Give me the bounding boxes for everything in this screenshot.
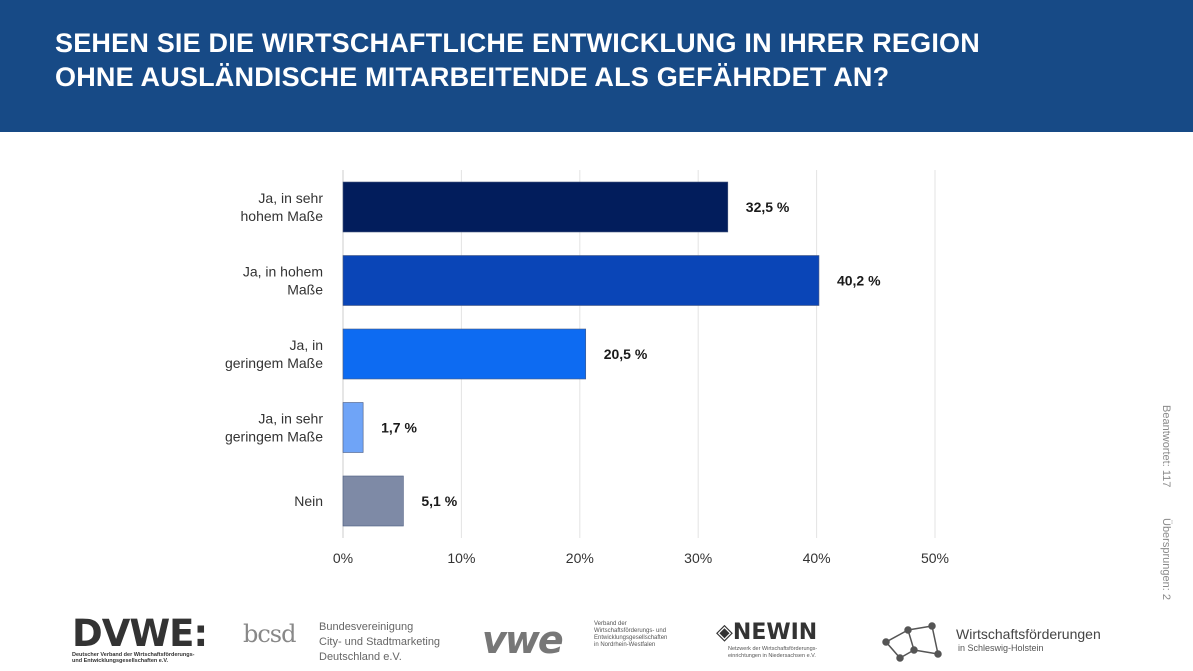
category-label-0-1: hohem Maße bbox=[241, 208, 324, 224]
category-label-3-0: Ja, in sehr bbox=[258, 411, 323, 427]
bcsd-line2: City- und Stadtmarketing bbox=[319, 636, 441, 648]
header-banner: SEHEN SIE DIE WIRTSCHAFTLICHE ENTWICKLUN… bbox=[0, 0, 1193, 132]
title-line-1: SEHEN SIE DIE WIRTSCHAFTLICHE ENTWICKLUN… bbox=[55, 28, 980, 58]
network-graph-icon bbox=[882, 622, 942, 662]
vwe-line2: Wirtschaftsförderungs- und bbox=[594, 628, 667, 634]
newin-logo: ◈NEWIN Netzwerk der Wirtschaftsförderung… bbox=[716, 620, 817, 660]
bcsd-logo-mark: bcsd bbox=[243, 620, 296, 648]
wsh-line2: in Schleswig-Holstein bbox=[958, 643, 1044, 653]
bar-2 bbox=[342, 328, 587, 380]
wsh-logo: Wirtschaftsförderungen in Schleswig-Hols… bbox=[880, 620, 1101, 671]
category-label-2-0: Ja, in bbox=[290, 337, 323, 353]
page-title: SEHEN SIE DIE WIRTSCHAFTLICHE ENTWICKLUN… bbox=[55, 26, 1155, 94]
dvwe-logo-line1: Deutscher Verband der Wirtschaftsförderu… bbox=[72, 652, 195, 658]
dvwe-logo: DVWE: Deutscher Verband der Wirtschaftsf… bbox=[72, 612, 208, 664]
vwe-line4: in Nordrhein-Westfalen bbox=[594, 642, 656, 648]
title-line-2: OHNE AUSLÄNDISCHE MITARBEITENDE ALS GEFÄ… bbox=[55, 62, 890, 92]
dvwe-logo-mark: DVWE: bbox=[72, 612, 208, 655]
bar-4 bbox=[342, 475, 404, 527]
x-tick-label-0: 0% bbox=[333, 550, 353, 566]
bar-1 bbox=[342, 255, 820, 306]
vwe-logo: vwe Verband der Wirtschaftsförderungs- u… bbox=[482, 618, 667, 662]
category-label-4-0: Nein bbox=[294, 493, 323, 509]
bar-0 bbox=[342, 181, 729, 233]
wsh-line1: Wirtschaftsförderungen bbox=[956, 626, 1101, 642]
newin-logo-mark: ◈NEWIN bbox=[716, 620, 818, 645]
answered-count: Beantwortet: 117 bbox=[1160, 405, 1172, 488]
x-tick-label-40: 40% bbox=[803, 550, 831, 566]
newin-line2: einrichtungen in Niedersachsen e.V. bbox=[728, 653, 816, 659]
category-label-0-0: Ja, in sehr bbox=[258, 190, 323, 206]
bcsd-logo-text: Bundesvereinigung City- und Stadtmarketi… bbox=[319, 620, 440, 665]
category-label-2-1: geringem Maße bbox=[225, 355, 323, 371]
category-label-3-1: geringem Maße bbox=[225, 429, 323, 445]
x-tick-label-50: 50% bbox=[921, 550, 949, 566]
dvwe-logo-line2: und Entwicklungsgesellschaften e.V. bbox=[72, 658, 169, 664]
newin-line1: Netzwerk der Wirtschaftsförderungs- bbox=[728, 646, 818, 652]
vwe-line1: Verband der bbox=[594, 621, 627, 627]
bcsd-line3: Deutschland e.V. bbox=[319, 651, 402, 663]
category-label-1-0: Ja, in hohem bbox=[243, 264, 323, 280]
bar-value-label-1: 40,2 % bbox=[837, 273, 881, 289]
skipped-count: Übersprungen: 2 bbox=[1160, 518, 1172, 601]
bcsd-line1: Bundesvereinigung bbox=[319, 621, 414, 633]
bar-value-label-2: 20,5 % bbox=[604, 346, 648, 362]
category-label-1-1: Maße bbox=[287, 282, 323, 298]
bcsd-logo: bcsd Bundesvereinigung City- und Stadtma… bbox=[243, 620, 440, 663]
response-stats: Beantwortet: 117 Übersprungen: 2 bbox=[1160, 405, 1172, 628]
bar-chart: 32,5 % Ja, in sehr hohem Maße 40,2 % Ja, in … bbox=[225, 170, 949, 566]
vwe-logo-mark: vwe bbox=[482, 618, 564, 662]
bar-3 bbox=[342, 402, 364, 453]
x-tick-label-10: 10% bbox=[447, 550, 475, 566]
x-tick-label-30: 30% bbox=[684, 550, 712, 566]
bar-value-label-0: 32,5 % bbox=[746, 199, 790, 215]
x-tick-label-20: 20% bbox=[566, 550, 594, 566]
bar-value-label-3: 1,7 % bbox=[381, 420, 417, 436]
vwe-line3: Entwicklungsgesellschaften bbox=[594, 635, 668, 641]
bar-value-label-4: 5,1 % bbox=[421, 493, 457, 509]
vwe-logo-text: Verband der Wirtschaftsförderungs- und E… bbox=[594, 621, 667, 649]
